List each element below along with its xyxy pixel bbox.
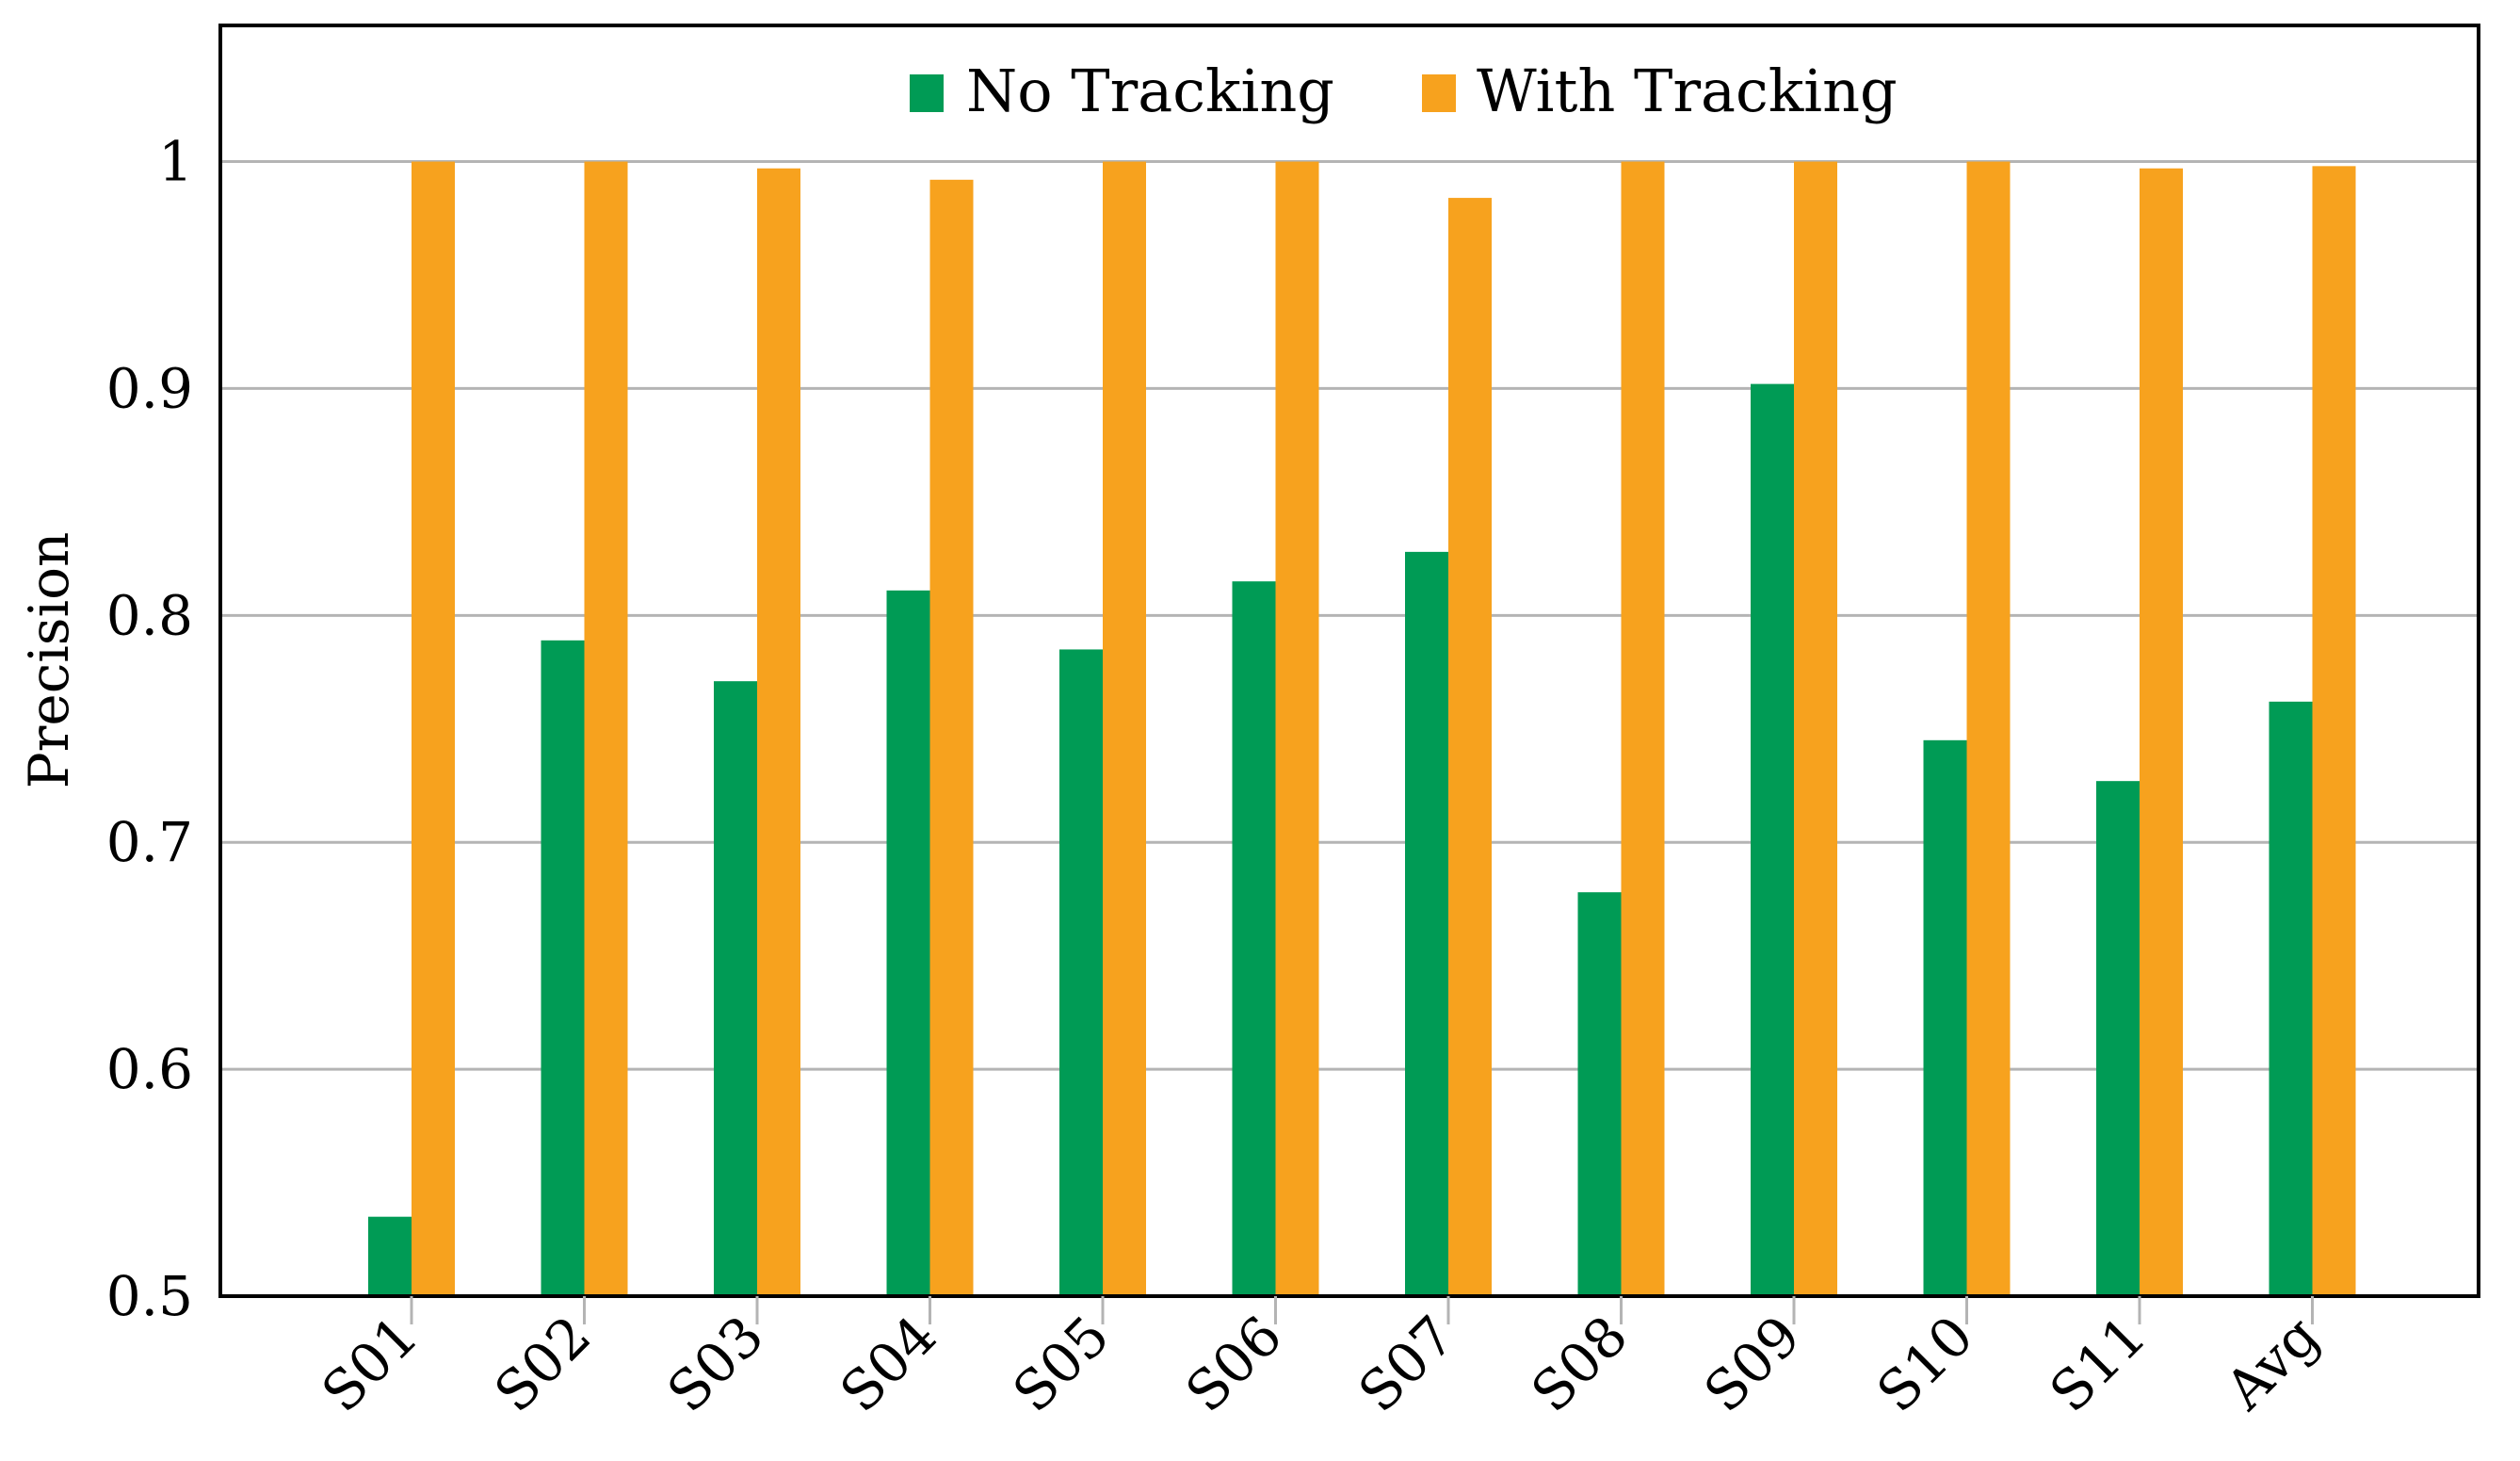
bar-s11-with-tracking (2140, 168, 2183, 1297)
legend: No Tracking With Tracking (910, 57, 1898, 125)
bar-s06-no-tracking (1232, 581, 1276, 1296)
legend-swatch-no-tracking (910, 74, 944, 112)
bar-s08-with-tracking (1621, 161, 1665, 1296)
bar-s07-no-tracking (1405, 551, 1448, 1296)
bar-s04-with-tracking (929, 179, 974, 1297)
y-tick-label: 0.7 (106, 810, 193, 874)
bar-s11-no-tracking (2096, 781, 2140, 1296)
bar-avg-with-tracking (2312, 166, 2356, 1297)
y-tick-label: 0.5 (106, 1264, 193, 1328)
bar-s09-with-tracking (1794, 161, 1837, 1296)
bar-s03-with-tracking (757, 168, 800, 1297)
bar-s06-with-tracking (1275, 161, 1319, 1296)
bars (368, 161, 2356, 1297)
bar-s04-no-tracking (886, 590, 930, 1296)
bar-s07-with-tracking (1448, 198, 1492, 1296)
bar-s08-no-tracking (1577, 892, 1622, 1296)
bar-s05-no-tracking (1059, 649, 1103, 1296)
bar-s09-no-tracking (1751, 383, 1794, 1296)
bar-s02-with-tracking (584, 161, 628, 1296)
legend-label-with-tracking: With Tracking (1477, 57, 1898, 125)
bar-s10-with-tracking (1966, 161, 2011, 1296)
y-tick-label: 1 (158, 130, 193, 194)
bar-avg-no-tracking (2269, 701, 2313, 1296)
y-axis-label: Precision (17, 532, 81, 789)
legend-label-no-tracking: No Tracking (966, 57, 1334, 125)
bar-s10-no-tracking (1923, 739, 1967, 1296)
bar-s02-no-tracking (541, 640, 585, 1296)
plot-frame (218, 24, 2480, 1298)
bar-s01-with-tracking (412, 161, 455, 1296)
y-tick-label: 0.9 (106, 356, 193, 420)
y-tick-label: 0.6 (106, 1037, 193, 1101)
bar-s03-no-tracking (714, 681, 757, 1296)
legend-swatch-with-tracking (1422, 74, 1456, 112)
bar-s05-with-tracking (1103, 161, 1146, 1296)
y-tick-label: 0.8 (106, 583, 193, 647)
bar-s01-no-tracking (368, 1216, 412, 1296)
y-ticks: 0.5 0.6 0.7 0.8 0.9 1 (106, 130, 193, 1328)
x-ticks: S01 S02 S03 S04 S05 S06 S07 S08 S09 S10 S11 Avg (310, 1296, 2331, 1424)
